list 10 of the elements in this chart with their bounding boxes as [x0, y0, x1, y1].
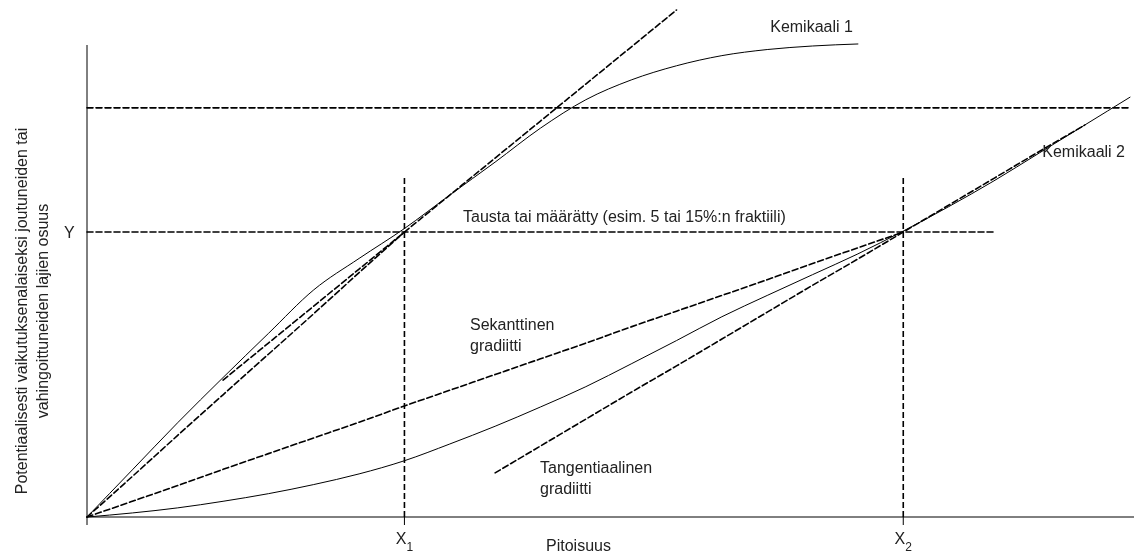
annotation: Sekanttinen gradiitti: [470, 316, 555, 354]
series-label: Kemikaali 2: [1042, 143, 1126, 161]
text: Y: [64, 224, 75, 241]
annotation: Tausta tai määrätty (esim. 5 tai 15%:n fraktiili): [463, 208, 786, 225]
y-axis-title: Potentiaalisesti vaikutuksenalaiseksi joutuneiden tai vahingoittuneiden lajien osuus: [13, 127, 51, 495]
x-tick-label: X$_{2}$: [894, 530, 913, 554]
series-label: Kemikaali 1: [770, 17, 854, 35]
annotation: Tangentiaalinen gradiitti: [540, 459, 653, 497]
x-axis-title: Pitoisuus: [546, 537, 611, 554]
x-tick-label: X$_{1}$: [395, 530, 414, 554]
